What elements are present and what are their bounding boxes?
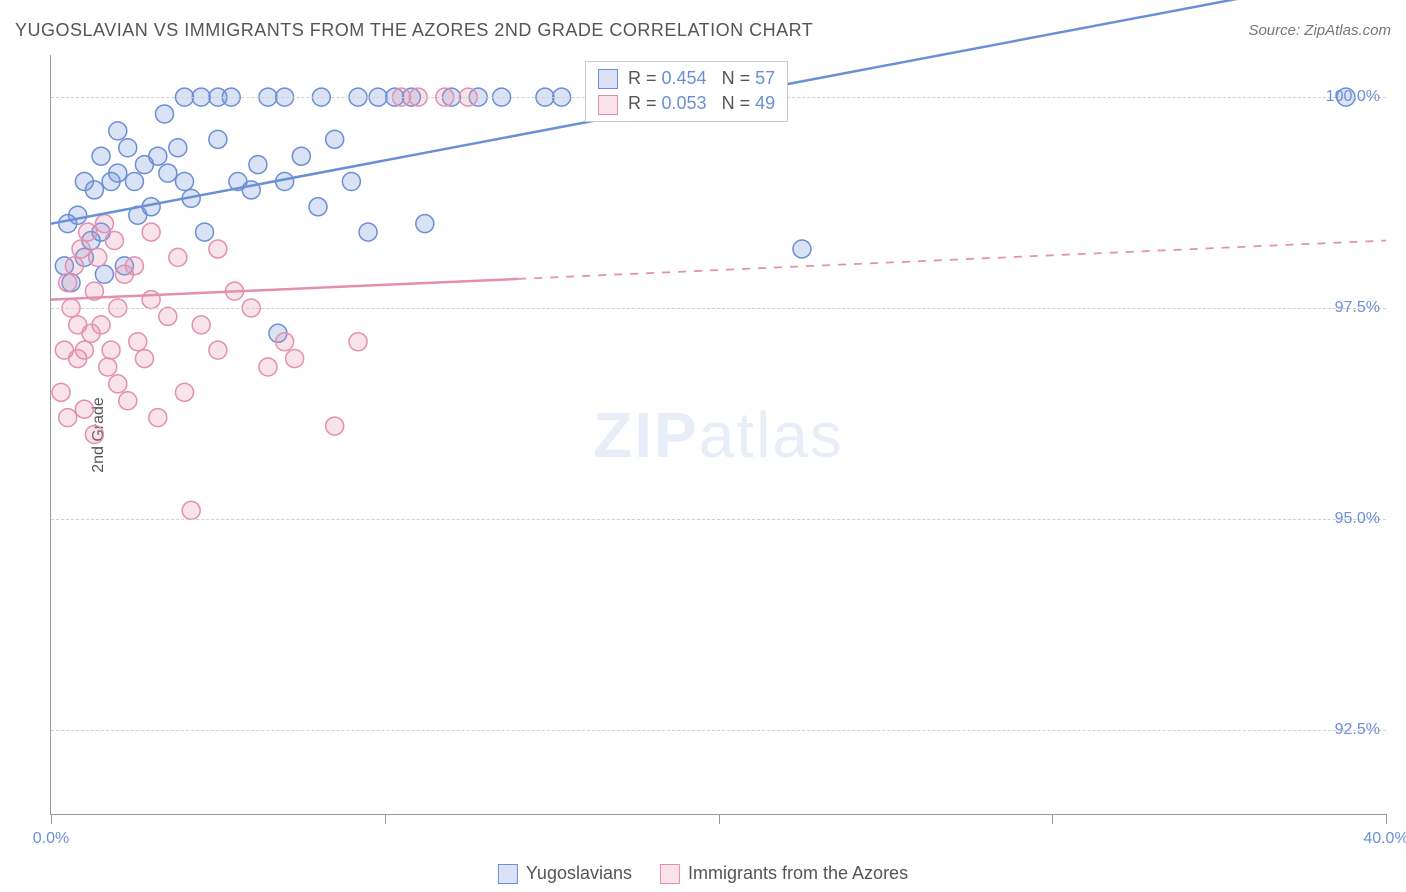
xtick <box>1386 814 1387 824</box>
scatter-point <box>286 350 304 368</box>
legend-stats-row: R = 0.053 N = 49 <box>598 91 775 116</box>
scatter-point <box>176 383 194 401</box>
scatter-point <box>342 173 360 191</box>
legend-label: Yugoslavians <box>526 863 632 883</box>
legend-stats-text: R = 0.053 N = 49 <box>628 93 775 113</box>
scatter-point <box>196 223 214 241</box>
scatter-point <box>309 198 327 216</box>
title-bar: YUGOSLAVIAN VS IMMIGRANTS FROM THE AZORE… <box>15 20 1391 41</box>
legend-item: Immigrants from the Azores <box>660 863 908 884</box>
scatter-point <box>192 316 210 334</box>
ytick-label: 100.0% <box>1326 88 1380 106</box>
scatter-point <box>359 223 377 241</box>
scatter-point <box>72 240 90 258</box>
chart-svg <box>51 55 1386 814</box>
xtick <box>1052 814 1053 824</box>
scatter-point <box>326 130 344 148</box>
scatter-point <box>176 173 194 191</box>
legend-stats-text: R = 0.454 N = 57 <box>628 68 775 88</box>
scatter-point <box>159 307 177 325</box>
scatter-point <box>109 122 127 140</box>
scatter-point <box>416 215 434 233</box>
chart-title: YUGOSLAVIAN VS IMMIGRANTS FROM THE AZORE… <box>15 20 813 41</box>
xtick-label: 0.0% <box>33 830 69 848</box>
ytick-label: 97.5% <box>1335 299 1380 317</box>
scatter-point <box>142 291 160 309</box>
legend-swatch <box>660 864 680 884</box>
scatter-point <box>85 181 103 199</box>
scatter-point <box>125 257 143 275</box>
trend-line-extrapolated <box>518 241 1386 279</box>
scatter-point <box>65 257 83 275</box>
legend-swatch <box>498 864 518 884</box>
scatter-point <box>349 333 367 351</box>
scatter-point <box>89 248 107 266</box>
scatter-point <box>209 130 227 148</box>
scatter-point <box>99 358 117 376</box>
xtick <box>719 814 720 824</box>
scatter-point <box>129 333 147 351</box>
scatter-point <box>326 417 344 435</box>
xtick <box>385 814 386 824</box>
source-label: Source: ZipAtlas.com <box>1248 22 1391 39</box>
scatter-point <box>159 164 177 182</box>
scatter-point <box>276 333 294 351</box>
scatter-point <box>149 409 167 427</box>
legend-swatch <box>598 95 618 115</box>
scatter-point <box>109 375 127 393</box>
scatter-point <box>109 164 127 182</box>
scatter-point <box>75 400 93 418</box>
legend-stats-row: R = 0.454 N = 57 <box>598 66 775 91</box>
scatter-point <box>95 265 113 283</box>
legend-item: Yugoslavians <box>498 863 632 884</box>
scatter-point <box>155 105 173 123</box>
scatter-point <box>209 341 227 359</box>
xtick <box>51 814 52 824</box>
gridline <box>51 519 1386 520</box>
scatter-point <box>149 147 167 165</box>
scatter-point <box>59 409 77 427</box>
gridline <box>51 730 1386 731</box>
scatter-point <box>169 139 187 157</box>
scatter-point <box>292 147 310 165</box>
scatter-point <box>52 383 70 401</box>
xtick-label: 40.0% <box>1363 830 1406 848</box>
scatter-point <box>69 206 87 224</box>
gridline <box>51 308 1386 309</box>
scatter-point <box>59 274 77 292</box>
scatter-point <box>119 139 137 157</box>
ytick-label: 92.5% <box>1335 721 1380 739</box>
scatter-point <box>105 232 123 250</box>
scatter-point <box>95 215 113 233</box>
scatter-point <box>102 341 120 359</box>
scatter-point <box>79 223 97 241</box>
legend-swatch <box>598 69 618 89</box>
legend-bottom: Yugoslavians Immigrants from the Azores <box>484 863 922 884</box>
scatter-point <box>259 358 277 376</box>
scatter-point <box>85 426 103 444</box>
scatter-point <box>92 316 110 334</box>
ytick-label: 95.0% <box>1335 510 1380 528</box>
scatter-point <box>169 248 187 266</box>
scatter-point <box>135 350 153 368</box>
legend-stats: R = 0.454 N = 57 R = 0.053 N = 49 <box>585 61 788 122</box>
scatter-point <box>125 173 143 191</box>
scatter-point <box>119 392 137 410</box>
legend-label: Immigrants from the Azores <box>688 863 908 883</box>
scatter-point <box>209 240 227 258</box>
plot-area: 2nd Grade ZIPatlas 92.5%95.0%97.5%100.0%… <box>50 55 1386 815</box>
scatter-point <box>75 341 93 359</box>
scatter-point <box>182 501 200 519</box>
scatter-point <box>142 223 160 241</box>
scatter-point <box>92 147 110 165</box>
scatter-point <box>793 240 811 258</box>
scatter-point <box>249 156 267 174</box>
